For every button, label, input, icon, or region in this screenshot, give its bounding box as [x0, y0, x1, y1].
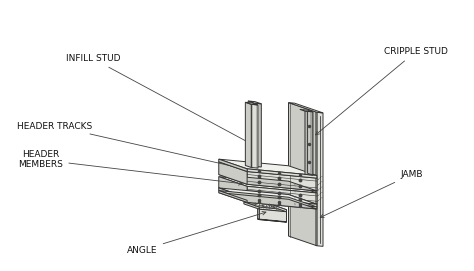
Polygon shape	[219, 162, 317, 178]
Polygon shape	[247, 169, 317, 178]
Polygon shape	[219, 193, 317, 209]
Polygon shape	[259, 207, 286, 212]
Text: ANGLE: ANGLE	[127, 211, 266, 254]
Polygon shape	[244, 202, 259, 209]
Polygon shape	[219, 162, 247, 184]
Polygon shape	[219, 188, 317, 204]
Text: HEADER TRACKS: HEADER TRACKS	[18, 122, 248, 171]
Polygon shape	[247, 200, 317, 209]
Polygon shape	[317, 112, 323, 246]
Polygon shape	[219, 191, 317, 207]
Polygon shape	[257, 209, 259, 220]
Polygon shape	[247, 198, 317, 207]
Polygon shape	[305, 111, 313, 175]
Polygon shape	[219, 159, 317, 176]
Polygon shape	[244, 202, 286, 210]
Polygon shape	[219, 188, 247, 200]
Polygon shape	[219, 191, 247, 202]
Polygon shape	[248, 101, 261, 104]
Polygon shape	[247, 186, 317, 204]
Polygon shape	[257, 219, 286, 222]
Polygon shape	[251, 104, 258, 168]
Polygon shape	[255, 103, 261, 167]
Text: JAMB: JAMB	[320, 170, 422, 218]
Polygon shape	[300, 109, 313, 112]
Polygon shape	[308, 110, 313, 175]
Text: INFILL STUD: INFILL STUD	[65, 54, 251, 144]
Polygon shape	[259, 209, 286, 222]
Text: HEADER
MEMBERS: HEADER MEMBERS	[18, 150, 242, 185]
Polygon shape	[219, 177, 317, 193]
Text: CRIPPLE STUD: CRIPPLE STUD	[316, 47, 447, 135]
Polygon shape	[289, 103, 317, 246]
Polygon shape	[271, 204, 286, 212]
Polygon shape	[219, 177, 247, 198]
Polygon shape	[246, 102, 251, 167]
Polygon shape	[219, 188, 317, 204]
Polygon shape	[247, 172, 317, 191]
Polygon shape	[289, 103, 323, 113]
Polygon shape	[248, 101, 255, 166]
Polygon shape	[246, 102, 258, 105]
Polygon shape	[219, 159, 247, 172]
Polygon shape	[219, 175, 317, 191]
